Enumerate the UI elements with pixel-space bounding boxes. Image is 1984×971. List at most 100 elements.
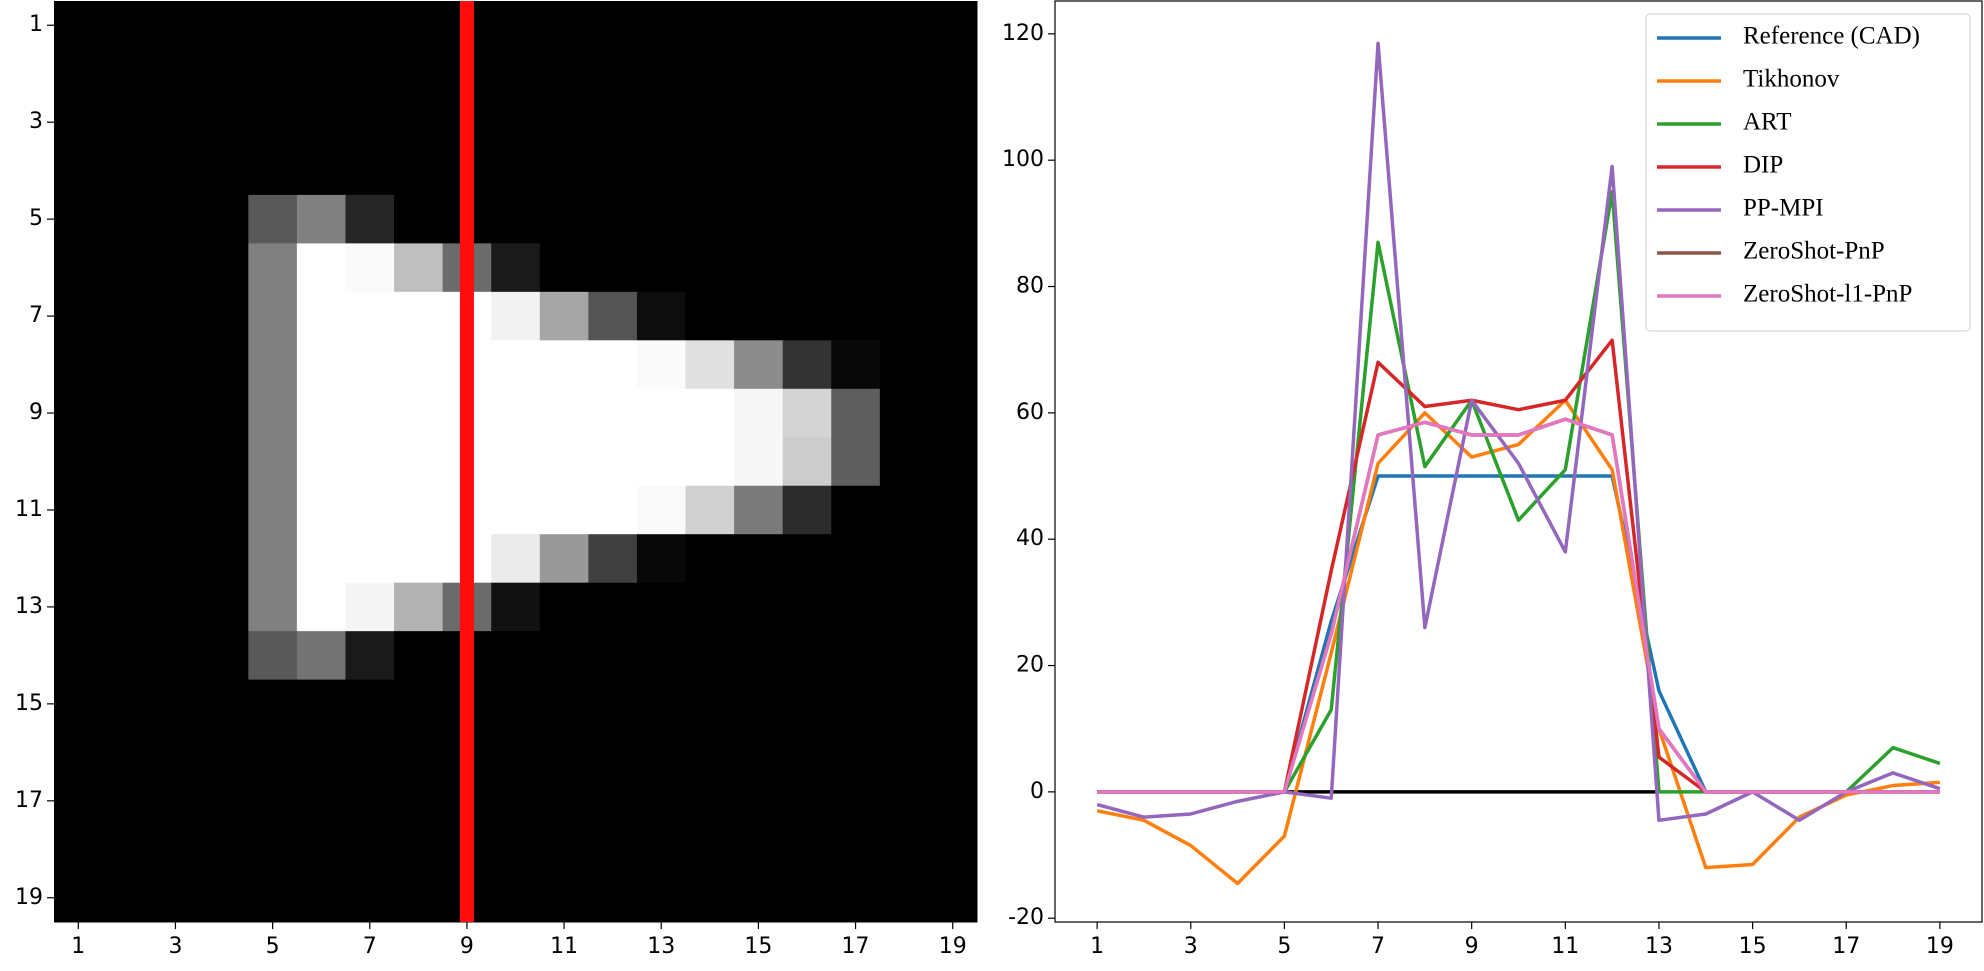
pixel [831,243,881,293]
x-tick-label: 17 [842,934,870,959]
legend-label: ART [1743,109,1792,136]
pixel [394,485,444,535]
pixel [102,582,152,632]
y-tick-label: 20 [1016,653,1044,678]
x-tick-label: 5 [266,934,280,959]
pixel [102,146,152,196]
pixel [345,194,395,244]
pixel [102,679,152,729]
pixel [394,825,444,875]
pixel [199,243,249,293]
pixel [54,825,104,875]
pixel [296,776,346,826]
series-line [1097,417,1940,794]
pixel [54,534,104,584]
pixel [394,873,444,923]
pixel [491,437,541,487]
pixel [782,679,832,729]
pixel [685,582,735,632]
y-tick-label: -20 [1008,905,1044,930]
pixel [782,49,832,99]
pixel [539,49,589,99]
pixel [636,679,687,729]
pixel [199,534,249,584]
pixel [879,776,929,826]
pixel [636,146,687,196]
pixel [928,776,978,826]
pixel [199,631,249,681]
pixel [102,291,152,341]
pixel [539,631,589,681]
y-tick-label: 120 [1002,21,1044,46]
pixel [879,728,929,778]
pixel [588,485,638,535]
pixel [879,582,929,632]
pixel [928,194,978,244]
y-tick-label: 100 [1002,147,1044,172]
pixel [199,728,249,778]
pixel [54,49,104,99]
pixel [199,582,249,632]
pixel [54,679,104,729]
pixel [588,194,638,244]
pixel [734,340,784,390]
pixel [782,1,832,50]
pixel [636,728,687,778]
y-tick-label: 15 [15,691,43,716]
pixel [151,97,201,147]
pixel [151,291,201,341]
y-tick-label: 0 [1030,779,1044,804]
pixel [54,340,104,390]
pixel [928,146,978,196]
pixel [248,873,298,923]
pixel [734,582,784,632]
pixel [782,437,832,487]
pixel [734,291,784,341]
pixel [831,873,881,923]
legend-label: ZeroShot-l1-PnP [1743,281,1912,308]
pixel [539,243,589,293]
x-tick-label: 9 [1465,934,1479,959]
x-tick-label: 11 [550,934,578,959]
pixel [831,340,881,390]
pixel [685,291,735,341]
pixel [879,97,929,147]
x-tick-label: 13 [647,934,675,959]
pixel [248,194,298,244]
pixel [491,582,541,632]
pixel [102,437,152,487]
pixel [199,291,249,341]
pixel [491,679,541,729]
legend-label: PP-MPI [1743,195,1824,222]
pixel [248,728,298,778]
pixel [199,873,249,923]
pixel [831,485,881,535]
pixel [636,243,687,293]
pixel [831,631,881,681]
pixel [54,776,104,826]
pixel [296,291,346,341]
pixel [394,340,444,390]
pixel [199,437,249,487]
pixel [102,825,152,875]
pixel [54,243,104,293]
pixel [394,49,444,99]
pixel [345,631,395,681]
pixel [879,146,929,196]
pixel [248,582,298,632]
y-tick-label: 60 [1016,400,1044,425]
pixel [199,776,249,826]
pixel [491,631,541,681]
pixel [345,534,395,584]
pixel [345,485,395,535]
pixel [734,825,784,875]
pixel [879,631,929,681]
x-tick-label: 19 [939,934,967,959]
pixel [831,49,881,99]
pixel [151,728,201,778]
pixel [636,97,687,147]
pixel [539,534,589,584]
pixel [102,388,152,438]
pixel [102,1,152,50]
